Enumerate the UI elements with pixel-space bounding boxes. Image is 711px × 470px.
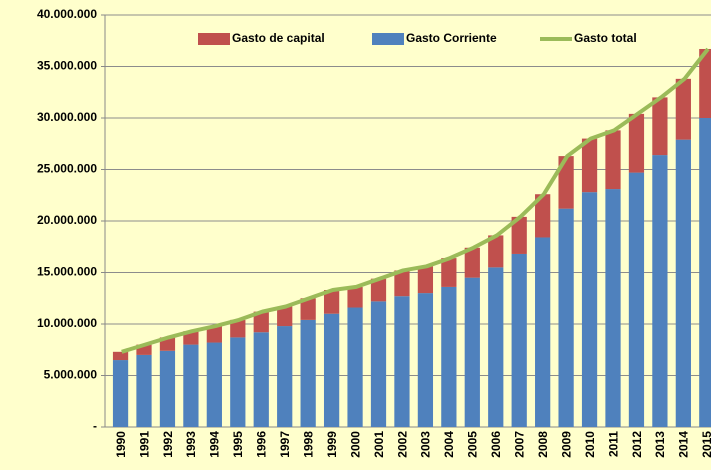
x-tick-label: 2012 <box>630 431 644 458</box>
bar <box>464 247 480 278</box>
y-tick-label: - <box>93 419 97 433</box>
bar <box>558 208 574 427</box>
legend-label: Gasto Corriente <box>406 31 497 45</box>
bar <box>136 344 152 355</box>
x-tick-label: 2009 <box>559 431 573 458</box>
bar <box>581 192 598 427</box>
x-tick-label: 2002 <box>395 431 409 458</box>
bar <box>535 237 551 427</box>
bar <box>159 350 176 427</box>
bar <box>488 267 504 427</box>
bar <box>652 155 668 427</box>
bar <box>558 156 574 209</box>
bar <box>488 235 504 268</box>
bar <box>417 266 434 294</box>
bar <box>136 354 152 427</box>
x-tick-label: 1997 <box>278 431 292 458</box>
bar <box>652 97 668 156</box>
x-tick-label: 1999 <box>325 431 339 458</box>
x-tick-label: 2015 <box>700 431 711 458</box>
bar <box>253 332 269 427</box>
x-tick-label: 2003 <box>419 431 433 458</box>
x-tick-label: 2001 <box>372 431 386 458</box>
bar <box>675 78 691 140</box>
y-tick-label: 15.000.000 <box>37 265 97 279</box>
x-tick-label: 2006 <box>489 431 503 458</box>
x-tick-label: 2014 <box>677 431 691 458</box>
bar <box>605 189 621 427</box>
y-tick-label: 40.000.000 <box>37 7 97 21</box>
y-tick-label: 35.000.000 <box>37 59 97 73</box>
bar <box>370 301 387 427</box>
y-tick-label: 30.000.000 <box>37 110 97 124</box>
legend-label: Gasto de capital <box>232 31 325 45</box>
y-tick-label: 10.000.000 <box>37 316 97 330</box>
bar <box>699 118 711 427</box>
bar <box>535 194 551 238</box>
bar <box>394 296 410 427</box>
bar <box>253 311 269 333</box>
x-tick-label: 1990 <box>114 431 128 458</box>
bar <box>347 286 363 308</box>
bar <box>628 113 645 173</box>
bar <box>370 278 387 302</box>
x-tick-label: 1994 <box>208 431 222 458</box>
bar <box>323 290 340 314</box>
bar <box>511 253 527 427</box>
x-tick-label: 2011 <box>606 431 620 457</box>
bar <box>206 342 222 427</box>
bar <box>112 360 129 427</box>
x-tick-label: 2010 <box>583 431 597 458</box>
bar <box>699 48 711 118</box>
x-tick-label: 2008 <box>536 431 550 458</box>
bar <box>347 307 363 427</box>
x-tick-label: 2007 <box>513 431 527 458</box>
bar <box>323 313 340 427</box>
x-tick-label: 1996 <box>255 431 269 458</box>
x-tick-label: 2005 <box>466 431 480 458</box>
bar <box>183 344 199 427</box>
bar <box>300 298 316 320</box>
line <box>121 47 710 354</box>
x-tick-label: 1993 <box>184 431 198 458</box>
legend-swatch <box>372 33 404 45</box>
legend-swatch <box>198 33 230 45</box>
bar <box>112 351 129 361</box>
bar <box>441 286 457 427</box>
bar <box>230 319 246 338</box>
x-tick-label: 2000 <box>348 431 362 458</box>
bar <box>300 319 316 427</box>
x-tick-label: 2013 <box>653 431 667 458</box>
bar <box>277 326 293 427</box>
x-tick-label: 1991 <box>137 431 151 458</box>
bar <box>581 138 598 193</box>
bar <box>464 277 480 427</box>
bar <box>277 306 293 327</box>
x-tick-label: 1992 <box>161 431 175 458</box>
y-tick-label: 5.000.000 <box>44 368 98 382</box>
bar <box>206 326 222 343</box>
bar <box>511 216 527 254</box>
bar <box>628 172 645 427</box>
bar <box>605 130 621 190</box>
bar <box>394 270 410 297</box>
bar <box>417 293 434 427</box>
bar <box>675 139 691 427</box>
legend-label: Gasto total <box>574 31 637 45</box>
y-tick-label: 25.000.000 <box>37 162 97 176</box>
y-tick-label: 20.000.000 <box>37 213 97 227</box>
bar <box>230 337 246 427</box>
x-tick-label: 1998 <box>301 431 315 458</box>
x-tick-label: 1995 <box>231 431 245 458</box>
x-tick-label: 2004 <box>442 431 456 458</box>
bar <box>441 258 457 287</box>
